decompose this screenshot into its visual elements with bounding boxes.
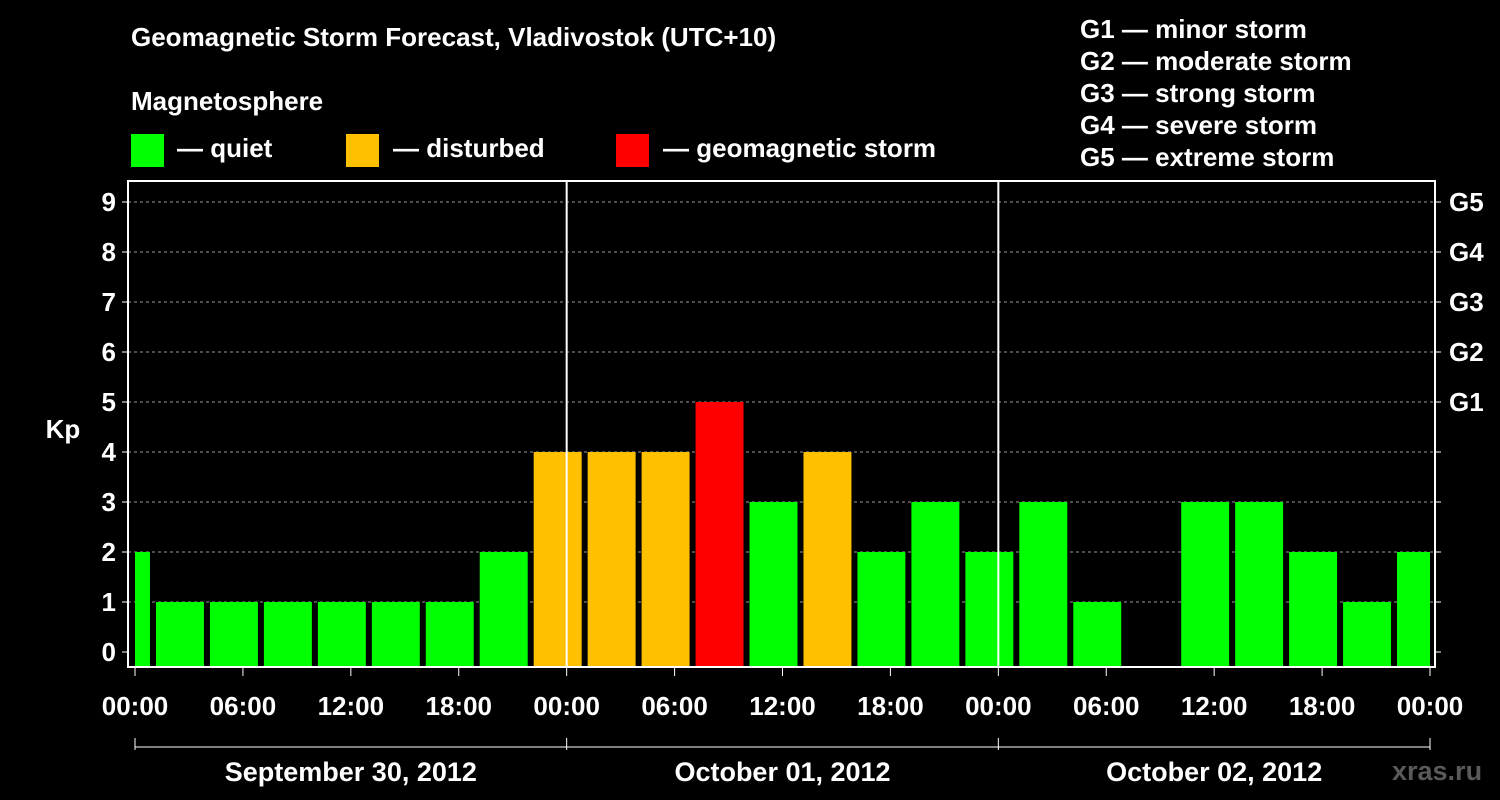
kp-bar <box>587 452 636 667</box>
kp-bar <box>965 552 1014 667</box>
kp-bar <box>371 602 420 667</box>
x-tick-label: 00:00 <box>965 691 1032 721</box>
kp-bar <box>425 602 474 667</box>
y-tick-label: 4 <box>102 437 117 467</box>
kp-bar <box>533 452 582 667</box>
kp-bar <box>803 452 852 667</box>
magnetosphere-label: Magnetosphere <box>131 86 324 116</box>
x-tick-label: 06:00 <box>641 691 708 721</box>
y-tick-label: 1 <box>102 587 116 617</box>
x-tick-label: 00:00 <box>102 691 169 721</box>
kp-bar <box>1397 552 1430 667</box>
y-axis-label: Kp <box>46 414 81 444</box>
kp-bar <box>641 452 690 667</box>
kp-bar <box>749 502 798 667</box>
y-tick-label: 2 <box>102 537 116 567</box>
y-tick-label: 0 <box>102 637 116 667</box>
legend-label-disturbed: — disturbed <box>393 133 545 163</box>
x-tick-label: 06:00 <box>1073 691 1140 721</box>
x-tick-label: 06:00 <box>210 691 277 721</box>
y-tick-label: 8 <box>102 237 116 267</box>
kp-bar <box>911 502 960 667</box>
x-tick-label: 18:00 <box>857 691 924 721</box>
x-tick-label: 12:00 <box>1181 691 1248 721</box>
y-tick-label: 5 <box>102 387 116 417</box>
legend-label-storm: — geomagnetic storm <box>663 133 937 163</box>
kp-bar <box>317 602 366 667</box>
storm-scale-g1: G1 — minor storm <box>1080 14 1307 44</box>
kp-bar <box>857 552 906 667</box>
storm-scale-g3: G3 — strong storm <box>1080 78 1316 108</box>
g-scale-label: G1 <box>1449 387 1484 417</box>
kp-bar <box>135 552 150 667</box>
kp-bar <box>695 402 744 667</box>
x-tick-label: 12:00 <box>318 691 385 721</box>
kp-bar <box>263 602 312 667</box>
x-tick-label: 00:00 <box>1397 691 1464 721</box>
y-tick-label: 3 <box>102 487 116 517</box>
storm-scale-g5: G5 — extreme storm <box>1080 142 1335 172</box>
kp-bar <box>1289 552 1338 667</box>
storm-scale-g2: G2 — moderate storm <box>1080 46 1352 76</box>
watermark: xras.ru <box>1392 756 1483 786</box>
kp-bar <box>1019 502 1068 667</box>
kp-bar <box>1181 502 1230 667</box>
y-tick-label: 6 <box>102 337 116 367</box>
legend-swatch-disturbed <box>346 134 379 167</box>
x-tick-label: 18:00 <box>426 691 493 721</box>
legend-label-quiet: — quiet <box>177 133 273 163</box>
x-tick-label: 00:00 <box>533 691 600 721</box>
y-tick-label: 7 <box>102 287 116 317</box>
x-tick-label: 12:00 <box>749 691 816 721</box>
g-scale-label: G4 <box>1449 237 1484 267</box>
legend-swatch-quiet <box>131 134 164 167</box>
plot-frame <box>127 180 1436 668</box>
y-tick-label: 9 <box>102 187 116 217</box>
g-scale-label: G5 <box>1449 187 1484 217</box>
legend-swatch-storm <box>616 134 649 167</box>
chart-title: Geomagnetic Storm Forecast, Vladivostok … <box>131 22 777 52</box>
day-label: September 30, 2012 <box>225 757 477 787</box>
day-label: October 02, 2012 <box>1106 757 1322 787</box>
kp-bar <box>155 602 204 667</box>
g-scale-label: G3 <box>1449 287 1484 317</box>
kp-bar <box>1343 602 1392 667</box>
kp-bar <box>479 552 528 667</box>
g-scale-label: G2 <box>1449 337 1484 367</box>
day-label: October 01, 2012 <box>674 757 890 787</box>
x-tick-label: 18:00 <box>1289 691 1356 721</box>
kp-bar <box>1235 502 1284 667</box>
storm-scale-g4: G4 — severe storm <box>1080 110 1318 140</box>
kp-bar <box>209 602 258 667</box>
kp-bar <box>1073 602 1122 667</box>
